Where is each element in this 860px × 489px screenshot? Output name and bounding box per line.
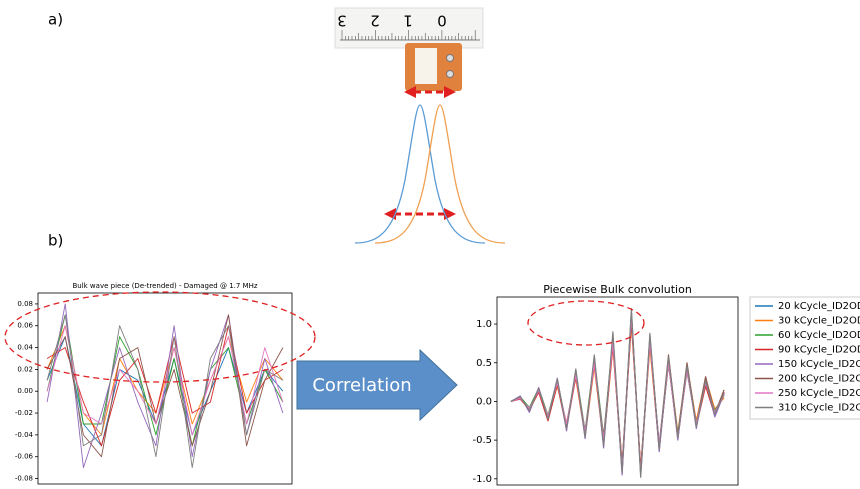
y-tick-label: 0.02	[17, 365, 33, 373]
y-tick-label: 0.04	[17, 344, 33, 352]
shift-arrow	[394, 90, 446, 216]
legend-label: 250 kCycle_ID2OD	[778, 388, 860, 399]
chart-title: Piecewise Bulk convolution	[543, 283, 692, 296]
arrow-heads	[384, 86, 456, 220]
y-tick-label: 0.08	[17, 300, 33, 308]
legend-label: 60 kCycle_ID2OD	[778, 330, 860, 341]
series-line	[46, 325, 284, 436]
ruler-label: 1	[403, 12, 413, 30]
arrow-label: Correlation	[312, 375, 411, 396]
plot-area	[496, 296, 739, 486]
panel-label: b)	[48, 232, 63, 250]
gaussian-curve	[374, 104, 506, 244]
y-tick-label: 0.5	[476, 358, 492, 369]
panel-label: a)	[48, 11, 63, 29]
sensor-label-patch	[415, 48, 437, 84]
sensor-screw	[446, 54, 454, 62]
highlight-ellipse	[527, 300, 645, 346]
legend-label: 20 kCycle_ID2OD	[778, 301, 860, 312]
y-tick-label: -0.06	[15, 453, 34, 461]
y-tick-label: -0.04	[15, 431, 34, 439]
legend-label: 30 kCycle_ID2OD	[778, 316, 860, 327]
y-tick-label: -1.0	[472, 474, 492, 485]
series-line	[510, 308, 725, 478]
y-tick-label: -0.5	[472, 435, 492, 446]
legend-label: 310 kCycle_ID2OD	[778, 403, 860, 414]
y-tick-label: -0.08	[15, 475, 33, 483]
gaussian-curve	[354, 104, 486, 244]
ruler	[334, 7, 484, 49]
chart-title: Bulk wave piece (De-trended) - Damaged @…	[72, 282, 257, 290]
series-line	[46, 314, 284, 469]
legend-label: 90 kCycle_ID2OD	[778, 345, 860, 356]
y-tick-label: 0.06	[17, 322, 33, 330]
legend-box	[749, 296, 860, 420]
sensor-screw	[446, 70, 454, 78]
series-line	[46, 325, 284, 436]
series-line	[46, 336, 284, 447]
y-tick-label: -0.02	[15, 409, 33, 417]
y-tick-label: 1.0	[476, 319, 492, 330]
correlation-arrow	[296, 348, 458, 422]
series-line	[46, 325, 284, 447]
legend-label: 150 kCycle_ID2OD	[778, 359, 860, 370]
ruler-label: 2	[370, 12, 380, 30]
ruler-label: 3	[337, 12, 347, 30]
y-tick-label: 0.00	[17, 387, 33, 395]
legend-label: 200 kCycle_ID2OD	[778, 374, 860, 385]
y-tick-label: 0.0	[476, 396, 492, 407]
ruler-label: 0	[437, 12, 447, 30]
charts: Bulk wave piece (De-trended) - Damaged @…	[15, 282, 860, 486]
highlight-ellipse	[4, 291, 316, 383]
